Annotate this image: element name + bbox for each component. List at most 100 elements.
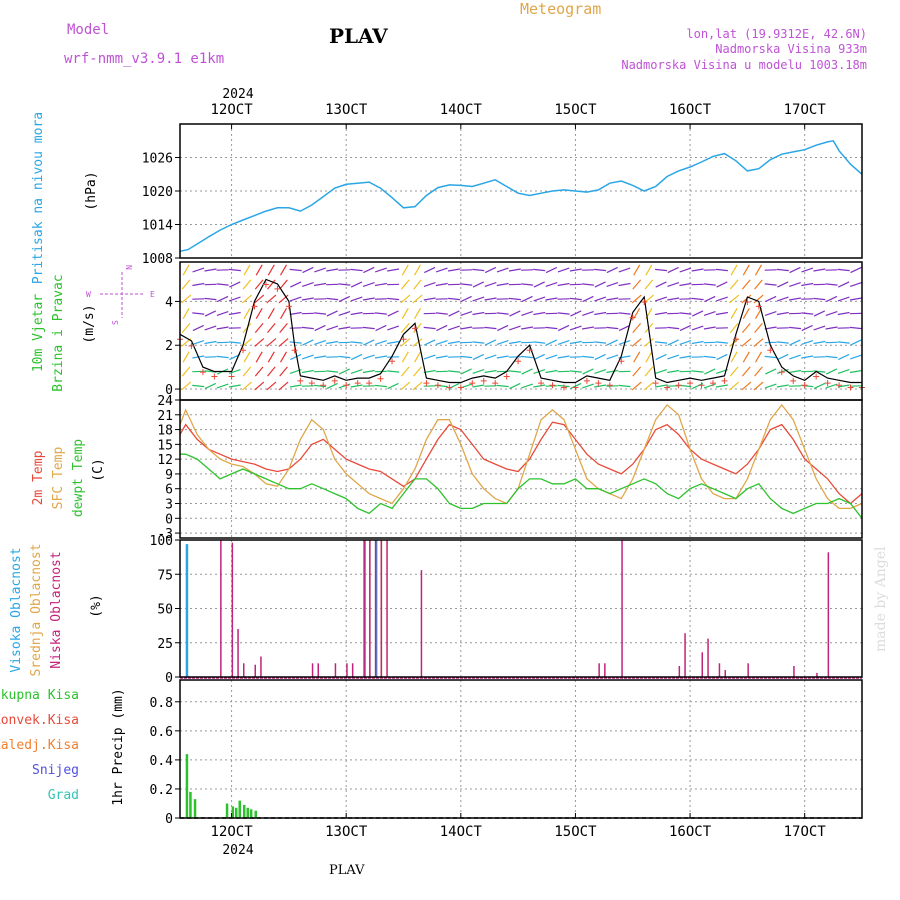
wind-barb — [825, 295, 838, 303]
wind-barb — [400, 338, 411, 347]
wind-barb — [447, 340, 461, 345]
gust-marker — [423, 380, 430, 387]
model-label: Model — [67, 22, 109, 38]
wind-barb — [777, 281, 789, 288]
wind-barb — [400, 381, 411, 391]
low-cloud-bar — [604, 663, 606, 677]
wind-barb — [302, 354, 314, 360]
wind-barb — [460, 355, 473, 359]
wind-barb — [413, 351, 422, 363]
wind-barb — [228, 369, 241, 374]
y-tick-label: 1020 — [142, 185, 173, 200]
wind-barb — [730, 351, 738, 363]
wind-barb — [423, 297, 436, 301]
wind-barb — [569, 268, 582, 272]
wind-barb — [645, 351, 653, 363]
wind-barb — [655, 281, 667, 288]
panel-frame — [179, 399, 863, 539]
low-cloud-bar — [317, 663, 319, 677]
wind-barb — [182, 351, 190, 363]
low-cloud-bar — [369, 540, 371, 677]
wind-barb — [326, 325, 339, 331]
pressure-unit: (hPa) — [84, 171, 99, 210]
wind-barb — [594, 369, 607, 374]
gust-marker — [188, 342, 195, 349]
y-tick-label: 15 — [157, 438, 173, 453]
wind-barb — [776, 384, 789, 388]
pressure-ylabel: Pritisak na nivou mora — [31, 112, 46, 284]
precip-bar — [193, 799, 197, 818]
wind-barb — [192, 384, 205, 388]
wind-barb — [655, 369, 667, 374]
gust-marker — [262, 281, 269, 288]
year-bottom: 2024 — [222, 843, 253, 858]
wind-barb — [679, 355, 692, 359]
wind-barb — [594, 268, 607, 272]
wind-barb — [229, 281, 241, 288]
wind-barb — [691, 325, 704, 331]
wind-barb — [338, 383, 351, 389]
wind-unit: (m/s) — [82, 304, 97, 343]
x-tick-label-bottom: 16OCT — [669, 824, 712, 840]
wind-barb — [350, 369, 363, 374]
wind-barb — [581, 326, 595, 330]
wind-barb — [387, 310, 399, 317]
y-tick-label: 1008 — [142, 252, 173, 267]
low-cloud-bar — [816, 672, 818, 677]
wind-barb — [741, 381, 752, 391]
x-tick-label-top: 17OCT — [784, 102, 827, 118]
model-elevation-label: Nadmorska Visina u modelu 1003.18m — [621, 58, 867, 72]
wind-barb — [338, 368, 351, 375]
elevation-label: Nadmorska Visina 933m — [715, 42, 867, 56]
wind-barb — [582, 368, 594, 375]
wind-barb — [581, 283, 594, 286]
gust-marker — [515, 358, 522, 365]
wind-barb — [508, 268, 521, 272]
wind-barb — [279, 264, 288, 276]
wind-barb — [401, 351, 409, 363]
wind-barb — [447, 268, 461, 272]
wind-barb — [850, 266, 862, 274]
wind-barb — [521, 311, 533, 316]
wind-barb — [813, 370, 826, 373]
wind-barb — [423, 326, 436, 330]
wind-barb — [448, 297, 461, 301]
wind-barb — [643, 338, 654, 347]
y-tick-label: 1014 — [142, 219, 173, 234]
low-cloud-bar — [747, 663, 749, 677]
compass-w: W — [86, 290, 91, 299]
wind-barb — [338, 295, 351, 303]
low-cloud-bar — [220, 540, 222, 677]
gust-marker — [847, 384, 854, 391]
wind-barb — [742, 351, 750, 363]
wind-barb — [181, 366, 191, 377]
wind-barb — [460, 295, 472, 303]
wind-barb — [729, 294, 740, 304]
wind-barb — [401, 308, 409, 319]
wind-barb — [472, 384, 485, 388]
wind-barb — [837, 384, 850, 388]
precip-bar — [185, 754, 189, 818]
gust-marker — [503, 373, 510, 380]
cloud-unit: (%) — [89, 594, 104, 617]
low-cloud-bar — [827, 552, 830, 677]
x-tick-label-top: 16OCT — [669, 102, 712, 118]
wind-barb — [788, 369, 802, 374]
wind-barb — [715, 311, 728, 316]
wind-barb — [569, 340, 582, 345]
wind-barb — [181, 279, 191, 290]
wind-barb — [594, 353, 606, 361]
wind-barb — [484, 354, 497, 360]
wind-barb — [557, 267, 570, 273]
wind-barb — [533, 341, 546, 344]
wind-barb — [387, 382, 399, 390]
wind-barb — [267, 351, 275, 363]
compass-s: S — [111, 320, 120, 325]
low-cloud-bar — [420, 570, 423, 677]
wind-barb — [228, 384, 241, 388]
wind-barb — [545, 326, 558, 330]
dewpt-line — [180, 453, 863, 519]
wind-barb — [362, 354, 375, 360]
wind-barb — [279, 308, 288, 319]
